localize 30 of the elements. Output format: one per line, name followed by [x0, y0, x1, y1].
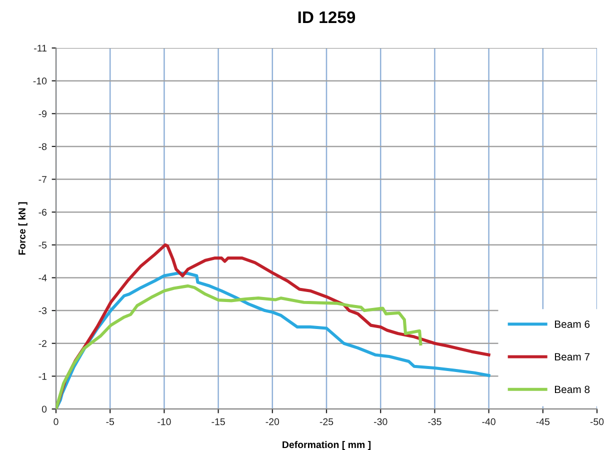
x-tick-label: -50: [590, 418, 604, 426]
y-tick-label: -8: [38, 143, 47, 150]
x-tick-label: -10: [158, 418, 171, 426]
x-tick-label: -15: [212, 418, 225, 426]
y-axis-title: Force [ kN ]: [18, 202, 28, 255]
x-tick-label: -5: [106, 418, 114, 426]
legend-label: Beam 6: [554, 320, 590, 328]
y-tick-label: -9: [38, 110, 47, 118]
x-axis-title: Deformation [ mm ]: [282, 440, 371, 450]
line-series: [56, 284, 422, 409]
y-tick-label: -7: [38, 176, 46, 183]
y-tick-label: -5: [38, 242, 47, 249]
x-tick-label: -30: [374, 418, 388, 426]
x-tick-label: -45: [536, 418, 550, 426]
y-tick-label: -4: [38, 274, 47, 282]
y-tick-label: -6: [38, 208, 47, 216]
y-tick-label: -2: [38, 340, 46, 347]
legend-label: Beam 8: [554, 386, 590, 394]
y-tick-label: -10: [33, 78, 47, 84]
y-tick-label: -1: [38, 373, 46, 380]
x-tick-label: -40: [482, 418, 496, 426]
legend-label: Beam 7: [554, 353, 590, 360]
x-tick-label: -35: [428, 418, 442, 426]
y-tick-label: -11: [34, 44, 46, 52]
x-tick-label: -25: [320, 418, 334, 426]
y-tick-label: -3: [38, 307, 47, 314]
y-tick-label: 0: [42, 406, 47, 413]
x-tick-label: -20: [266, 418, 280, 426]
x-tick-label: 0: [54, 418, 58, 426]
chart-title: ID 1259: [298, 11, 356, 24]
